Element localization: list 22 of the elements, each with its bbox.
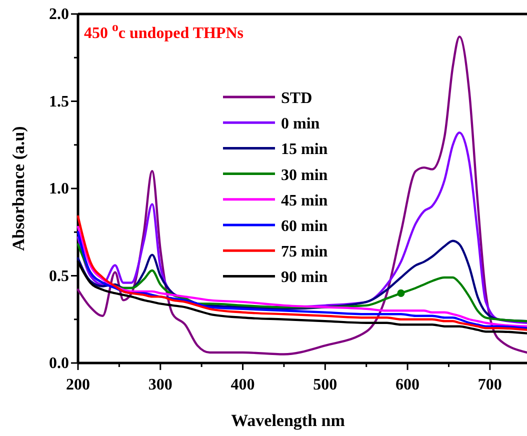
annotation: 450 $^{o}$c undoped THPNs — [84, 20, 244, 42]
x-tick-label: 300 — [148, 376, 172, 394]
legend-label: 60 min — [281, 218, 328, 235]
legend-label: 45 min — [281, 192, 328, 210]
legend-label: 75 min — [281, 244, 328, 261]
y-axis-title: Absorbance (a.u) — [9, 126, 28, 251]
x-tick-label: 700 — [478, 376, 502, 394]
y-tick-label: 1.5 — [49, 93, 69, 110]
legend-label: 90 min — [281, 269, 328, 286]
x-tick-label: 600 — [396, 376, 420, 394]
legend-label: 30 min — [281, 166, 328, 184]
legend-label: 0 min — [281, 116, 320, 133]
x-axis-title: Wavelength nm — [231, 411, 345, 430]
y-tick-label: 0.0 — [49, 355, 69, 372]
legend-label: 15 min — [281, 141, 328, 158]
y-tick-label: 2.0 — [49, 6, 69, 24]
y-tick-label: 1.0 — [49, 180, 69, 198]
x-tick-label: 400 — [230, 376, 255, 394]
y-tick-label: 0.5 — [49, 268, 69, 285]
x-tick-label: 200 — [66, 376, 90, 394]
legend-label: STD — [281, 90, 312, 107]
x-tick-label: 500 — [313, 376, 338, 394]
